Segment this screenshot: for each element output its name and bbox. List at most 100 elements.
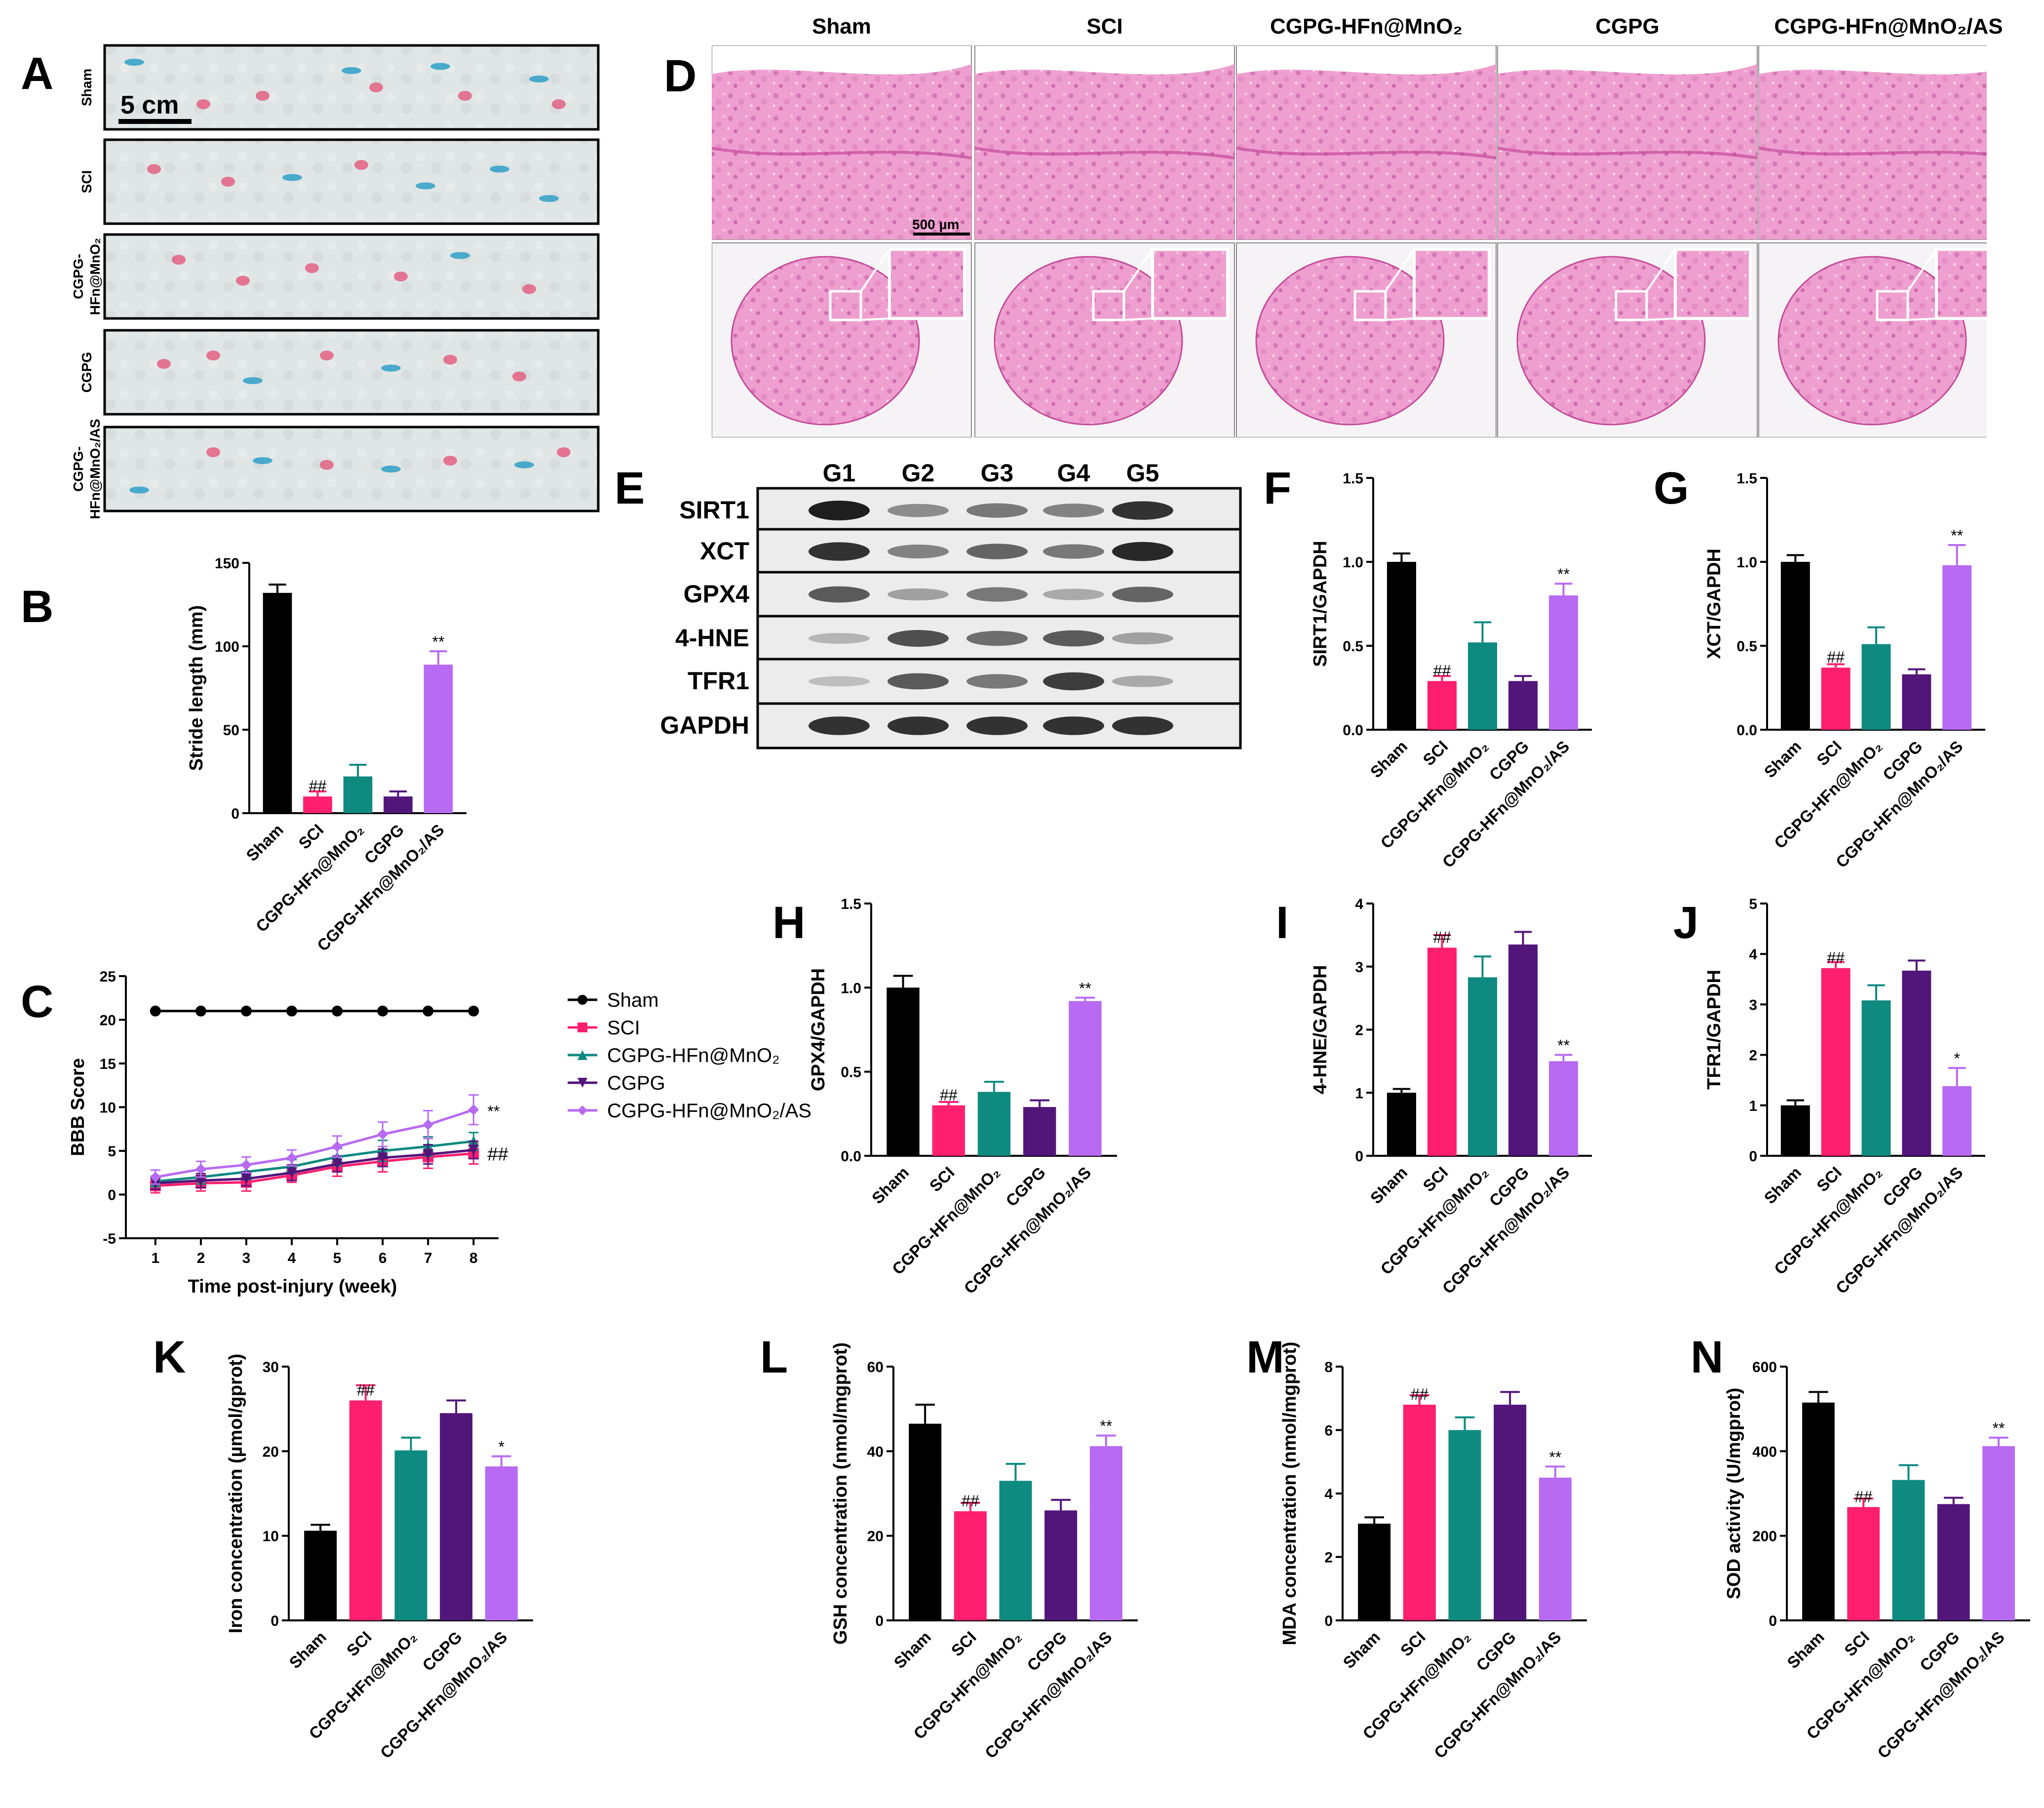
bar-2 [1892,1480,1925,1620]
protein-label: SIRT1 [679,496,749,524]
category-label: Sham [1783,1628,1828,1672]
blot-band [966,544,1028,559]
category-label: Sham [285,1628,330,1672]
category-label: Sham [242,821,287,865]
category-label: SCI [926,1163,958,1195]
strip-label-group: CGPG- HFn@MnO₂ [71,238,103,315]
x-tick-label: 5 [333,1250,342,1266]
y-tick-label: 2 [1355,1022,1363,1039]
bar-2 [1861,1000,1891,1156]
significance-label: ## [962,1492,979,1510]
blot-band [887,545,949,558]
bar-3 [1902,674,1931,730]
zoom-guide-line [1385,248,1415,292]
significance-label: ** [1079,980,1091,997]
bar-1 [1847,1507,1880,1620]
category-label: Sham [1761,737,1805,782]
forepaw-print [354,160,368,170]
blot-band [966,716,1028,735]
hindpaw-print [243,377,263,384]
data-point [578,1050,587,1060]
lane-label: G5 [1126,459,1159,487]
data-point [286,1152,298,1164]
bar-0 [304,1531,337,1620]
bar-1 [932,1105,965,1156]
forepaw-print [172,255,186,265]
y-tick-label: 20 [867,1529,884,1545]
bar-chart-N: 0 200 400 600 SOD activity (U/mgprot) Sham ## S… [1724,1359,2030,1762]
y-tick-label: 0.5 [1343,638,1363,655]
panel-label-C: C [21,977,53,1027]
y-axis-label: GSH concentration (nmol/mgprot) [830,1342,851,1645]
y-axis-label: SIRT1/GAPDH [1310,541,1331,667]
significance-label: ** [1951,527,1963,545]
y-tick-label: 40 [867,1444,884,1460]
significance-label: ## [1827,949,1845,967]
significance-label: ** [1549,1448,1561,1466]
footprint-strip [103,233,600,320]
tissue-cross-section [1777,256,1967,426]
blot-band [809,542,870,561]
blot-band [1112,542,1173,561]
bar-1 [349,1400,382,1620]
data-point [468,1104,479,1115]
blot-band [1112,675,1173,687]
hindpaw-print [539,195,559,202]
data-point [195,1175,206,1186]
lane-label: G2 [902,459,935,487]
histology-column-header: SCI [1086,14,1122,39]
blot-band [887,504,949,517]
category-label: SCI [1419,1163,1451,1195]
y-tick-label: 1.5 [841,896,861,912]
blot-band [1112,716,1173,735]
y-tick-label: 2 [1749,1048,1757,1064]
data-point [578,1022,587,1032]
category-label: SCI [1419,737,1451,769]
significance-label: ** [432,633,445,651]
significance-label: * [499,1438,504,1456]
hindpaw-print [342,67,361,74]
strip-label: HFn@MnO₂/AS [87,419,103,519]
data-point [377,1005,388,1017]
y-tick-label: 60 [867,1359,884,1376]
y-tick-label: 0 [108,1187,116,1204]
y-tick-label: 4 [1355,896,1363,912]
zoom-guide-line [860,248,890,292]
x-tick-label: 4 [288,1250,296,1266]
tissue-cross-section [1516,256,1706,426]
y-tick-label: 1 [1355,1085,1363,1101]
y-tick-label: 100 [215,639,239,655]
category-label: Sham [1367,737,1411,782]
forepaw-print [557,447,571,457]
bar-2 [977,1092,1011,1156]
zoom-guide-line [1907,317,1937,321]
western-blot-panel: G1 G2 G3 G4 G5 SIRT1 XCT GPX4 4-HNE TFR1 GAPDH [660,459,1242,749]
blot-band [1043,589,1104,600]
y-axis-label: TFR1/GAPDH [1704,970,1725,1090]
panel-label-M: M [1246,1332,1284,1382]
data-point [240,1159,252,1171]
data-point [578,1078,587,1088]
strip-label-group: CGPG [79,352,94,393]
significance-label: ## [309,777,327,795]
bar-3 [1937,1504,1970,1620]
zoom-inset [1674,248,1752,320]
histology-panel: Sham SCI CGPG-HFn@MnO₂ CGPG CGPG-HFn@MnO₂/AS… [712,14,2003,437]
significance-label: ## [1411,1385,1428,1403]
bar-3 [1902,970,1931,1156]
bar-chart-H: 0.00.51.01.5GPX4/GAPDHSham##SCICGPG-HFn@… [808,896,1117,1297]
bar-1 [303,796,332,813]
blot-band [966,674,1028,689]
bar-4 [485,1466,518,1620]
blot-band [809,716,870,735]
blot-band [1043,630,1104,647]
y-tick-label: 0.0 [841,1148,861,1165]
y-tick-label: 15 [100,1056,116,1072]
panel-label-G: G [1654,463,1689,513]
category-label: SCI [1813,1163,1845,1195]
legend-label: SCI [607,1017,640,1039]
bar-4 [1539,1477,1572,1620]
series-line [155,1152,474,1187]
data-point [195,1164,206,1175]
